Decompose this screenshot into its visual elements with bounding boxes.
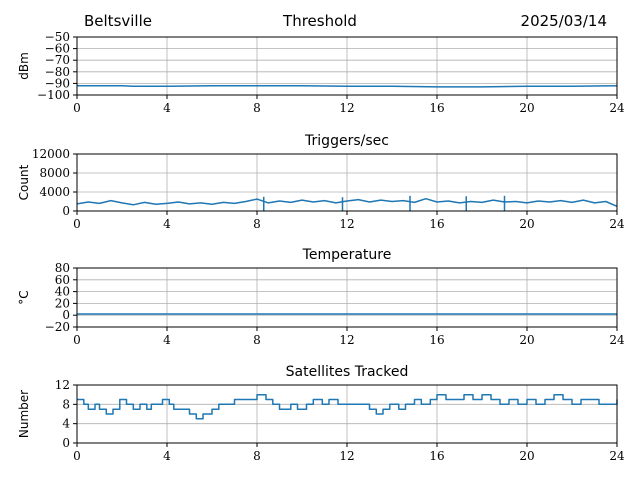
x-tick-label: 24 (609, 217, 625, 231)
y-tick-label: 4 (62, 417, 70, 431)
x-tick-label: 24 (609, 101, 625, 115)
y-tick-label: 60 (55, 273, 70, 287)
series-line-2 (76, 197, 618, 207)
x-tick-label: 12 (339, 217, 354, 231)
y-tick-label: 0 (62, 308, 70, 322)
x-tick-label: 4 (163, 217, 171, 231)
panel-title-4: Satellites Tracked (286, 364, 409, 380)
y-axis-label-1: dBm (17, 52, 31, 80)
y-tick-label: 8000 (39, 166, 70, 180)
y-tick-label: 20 (55, 296, 70, 310)
station-name: Beltsville (84, 12, 152, 30)
x-tick-label: 8 (253, 333, 261, 347)
panel-title-2: Triggers/sec (304, 133, 389, 149)
y-tick-label: 12 (55, 378, 70, 392)
x-tick-label: 8 (253, 449, 261, 463)
x-tick-label: 4 (163, 449, 171, 463)
y-tick-label: −60 (45, 42, 70, 56)
y-axis-label-2: Count (17, 164, 31, 200)
x-tick-label: 12 (339, 333, 354, 347)
x-tick-label: 8 (253, 101, 261, 115)
y-tick-label: −90 (45, 76, 70, 90)
series-line-1 (77, 84, 618, 88)
threshold-title: Threshold (283, 12, 357, 30)
y-tick-label: 0 (62, 204, 70, 218)
y-tick-label: −100 (37, 88, 70, 102)
x-tick-label: 0 (73, 217, 81, 231)
x-tick-label: 0 (73, 449, 81, 463)
x-tick-label: 16 (429, 217, 444, 231)
x-tick-label: 8 (253, 217, 261, 231)
y-tick-label: 0 (62, 436, 70, 450)
panel-title-3: Temperature (302, 247, 392, 263)
y-tick-label: 80 (55, 261, 70, 275)
y-axis-label-4: Number (17, 390, 31, 438)
x-tick-label: 0 (73, 333, 81, 347)
x-tick-label: 12 (339, 449, 354, 463)
x-tick-label: 20 (519, 333, 534, 347)
y-axis-label-3: °C (17, 290, 31, 304)
x-tick-label: 16 (429, 449, 444, 463)
x-tick-label: 20 (519, 449, 534, 463)
x-tick-label: 24 (609, 333, 625, 347)
y-tick-label: −80 (45, 65, 70, 79)
x-tick-label: 24 (609, 449, 625, 463)
x-tick-label: 4 (163, 101, 171, 115)
series-line-4 (77, 393, 618, 420)
y-tick-label: 8 (62, 397, 70, 411)
x-tick-label: 12 (339, 101, 354, 115)
y-tick-label: −50 (45, 30, 70, 44)
y-tick-label: 40 (55, 285, 70, 299)
y-tick-label: −70 (45, 53, 70, 67)
y-tick-label: −20 (45, 320, 70, 334)
x-tick-label: 16 (429, 101, 444, 115)
x-tick-label: 20 (519, 217, 534, 231)
x-tick-label: 16 (429, 333, 444, 347)
x-tick-label: 20 (519, 101, 534, 115)
y-tick-label: 4000 (39, 185, 70, 199)
x-tick-label: 0 (73, 101, 81, 115)
date-label: 2025/03/14 (520, 12, 607, 30)
x-tick-label: 4 (163, 333, 171, 347)
y-tick-label: 12000 (32, 147, 70, 161)
